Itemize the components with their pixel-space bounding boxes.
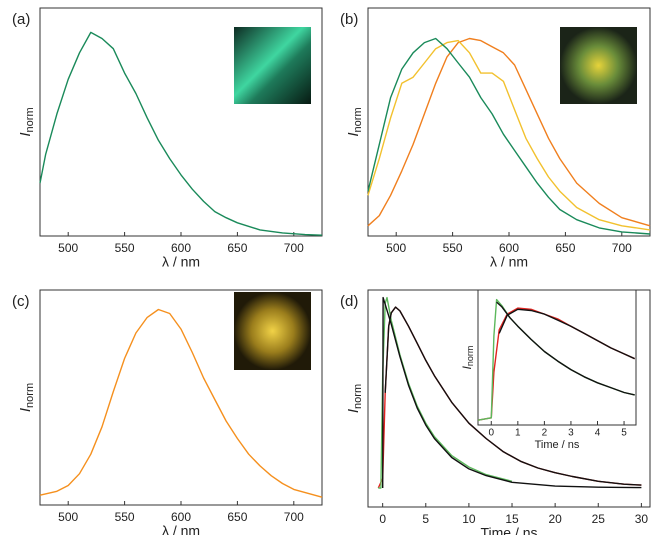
- x-axis-label: λ / nm: [490, 254, 528, 270]
- x-tick-label: 1: [515, 428, 521, 439]
- x-tick-label: 20: [548, 512, 562, 526]
- x-tick-label: 5: [621, 428, 627, 439]
- data-line: [384, 306, 642, 486]
- inset-photo: [560, 27, 637, 104]
- x-tick-label: 500: [58, 510, 78, 524]
- x-tick-label: 550: [115, 510, 135, 524]
- y-axis-label-sub: norm: [24, 383, 36, 408]
- y-axis-label-main: I: [345, 409, 362, 413]
- x-tick-label: 5: [422, 512, 429, 526]
- x-tick-label: 25: [592, 512, 606, 526]
- x-tick-label: 600: [171, 510, 191, 524]
- x-tick-label: 4: [595, 428, 601, 439]
- y-axis-label-main: I: [17, 408, 34, 412]
- y-axis-label: Inorm: [460, 346, 475, 370]
- y-axis-label-main: I: [17, 132, 34, 136]
- x-tick-label: 500: [58, 241, 78, 255]
- inset-photo: [234, 292, 311, 370]
- panel-label: (d): [340, 293, 358, 310]
- x-tick-label: 650: [227, 510, 247, 524]
- y-axis-label: Inorm: [17, 107, 36, 136]
- data-line: [367, 39, 651, 231]
- x-axis-label: Time / ns: [535, 439, 580, 451]
- y-axis-label-sub: norm: [24, 107, 36, 132]
- panel-label: (a): [12, 11, 30, 28]
- x-tick-label: 10: [462, 512, 476, 526]
- x-tick-label: 0: [488, 428, 494, 439]
- y-axis-label-sub: norm: [465, 346, 475, 367]
- x-tick-label: 700: [612, 241, 632, 255]
- y-axis-label-sub: norm: [352, 384, 364, 409]
- inset-photo: [234, 27, 311, 104]
- x-tick-label: 3: [568, 428, 574, 439]
- data-line: [39, 31, 323, 236]
- panel-label: (c): [12, 293, 30, 310]
- x-tick-label: 0: [379, 512, 386, 526]
- x-axis-label: λ / nm: [162, 254, 200, 270]
- data-line: [377, 306, 642, 489]
- x-axis-label: Time / ns: [480, 525, 537, 535]
- panel-label: (b): [340, 11, 358, 28]
- x-tick-label: 15: [505, 512, 519, 526]
- x-tick-label: 600: [171, 241, 191, 255]
- data-line: [39, 308, 323, 498]
- y-axis-label: Inorm: [345, 107, 364, 136]
- x-tick-label: 600: [499, 241, 519, 255]
- x-tick-label: 550: [115, 241, 135, 255]
- x-tick-label: 2: [542, 428, 548, 439]
- x-axis-label: λ / nm: [162, 523, 200, 535]
- x-tick-label: 550: [443, 241, 463, 255]
- data-line: [498, 308, 635, 360]
- plot-frame: [477, 289, 637, 426]
- y-axis-label: Inorm: [17, 383, 36, 412]
- data-line: [382, 296, 642, 489]
- x-tick-label: 500: [386, 241, 406, 255]
- data-line: [367, 37, 651, 227]
- y-axis-label-main: I: [345, 132, 362, 136]
- x-tick-label: 30: [635, 512, 649, 526]
- y-axis-label: Inorm: [345, 384, 364, 413]
- y-axis-label-main: I: [460, 365, 474, 369]
- x-tick-label: 700: [284, 241, 304, 255]
- x-tick-label: 650: [227, 241, 247, 255]
- x-tick-label: 700: [284, 510, 304, 524]
- x-tick-label: 650: [555, 241, 575, 255]
- y-axis-label-sub: norm: [352, 107, 364, 132]
- data-line: [496, 301, 635, 396]
- plot-frame: [367, 289, 651, 508]
- data-line: [477, 307, 635, 421]
- data-line: [367, 37, 651, 235]
